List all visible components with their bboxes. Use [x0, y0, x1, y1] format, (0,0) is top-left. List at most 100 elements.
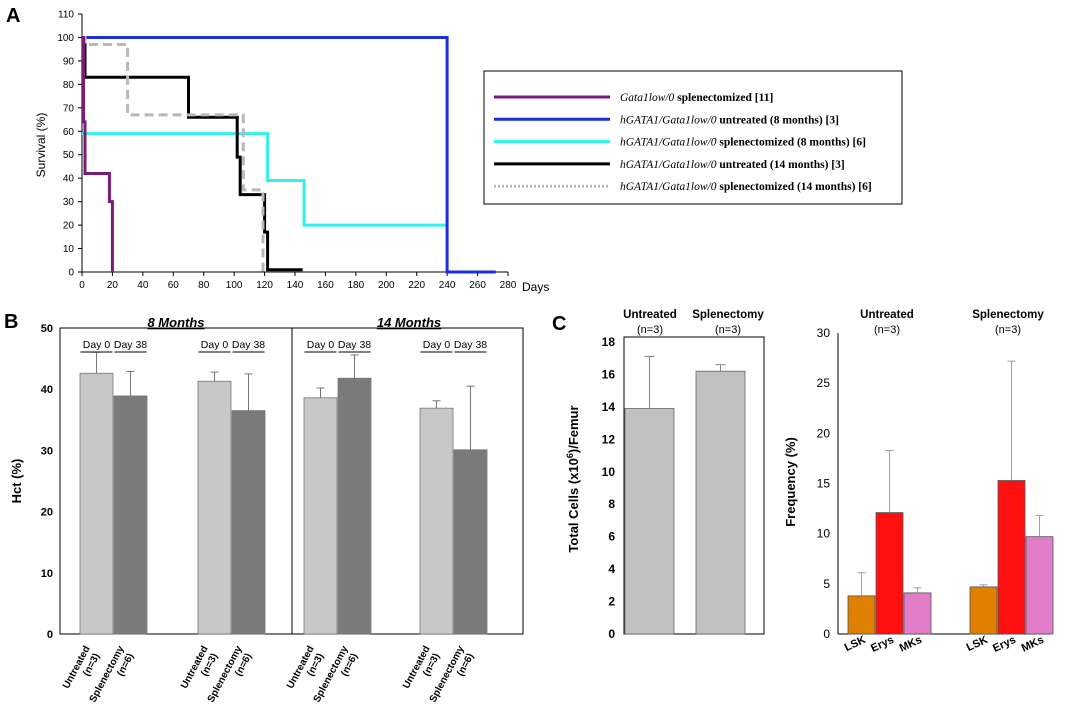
hct-y-tick-label: 20: [41, 507, 53, 519]
day-label: Day 0: [307, 339, 335, 351]
facet-title-14-months: 14 Months: [377, 315, 441, 330]
y-tick-label: 50: [63, 150, 75, 161]
survival-y-label: Survival (%): [34, 113, 48, 178]
total-cells-y-tick-label: 6: [608, 530, 615, 544]
legend-label-4: hGATA1/Gata1low/0 untreated (14 months) …: [620, 159, 845, 171]
x-tick-label: 140: [287, 280, 304, 291]
day-label: Day 38: [232, 339, 265, 351]
survival-series-line-1: [82, 36, 114, 272]
survival-x-label: Days: [522, 280, 549, 294]
legend-label-3: hGATA1/Gata1low/0 splenectomized (8 mont…: [620, 137, 866, 149]
y-tick-label: 80: [63, 80, 75, 91]
legend-label-5: hGATA1/Gata1low/0 splenectomized (14 mon…: [620, 181, 872, 193]
total-cells-y-tick-label: 2: [608, 595, 615, 609]
frequency-y-tick-label: 20: [817, 426, 831, 440]
total-cells-bar: [695, 370, 746, 635]
x-tick-label: 200: [378, 280, 395, 291]
total-cells-group-label: Splenectomy: [692, 309, 764, 321]
frequency-y-tick-label: 25: [817, 376, 831, 390]
frequency-y-tick-label: 5: [823, 577, 830, 591]
total-cells-y-tick-label: 14: [602, 400, 616, 414]
day-label: Day 0: [423, 339, 451, 351]
frequency-bar: [847, 595, 876, 635]
x-tick-label: 180: [348, 280, 365, 291]
legend-box: [483, 70, 903, 205]
legend-label-text: untreated (14 months) [3]: [716, 159, 844, 171]
x-tick-label: 280: [500, 280, 517, 291]
y-tick-label: 90: [63, 56, 75, 67]
frequency-category-label: LSK: [843, 634, 868, 654]
hct-y-tick-label: 40: [41, 384, 53, 396]
day-label: Day 38: [454, 339, 487, 351]
hct-y-label: Hct (%): [9, 459, 24, 504]
hct-bar: [231, 410, 266, 635]
x-tick-label: 0: [79, 280, 85, 291]
frequency-y-tick-label: 0: [823, 627, 830, 641]
hct-y-tick-label: 0: [47, 629, 53, 641]
facet-frame-14-months: [291, 327, 524, 635]
hct-y-tick-label: 10: [41, 568, 53, 580]
frequency-y-tick-label: 15: [817, 477, 831, 491]
panel-label-a: A: [6, 5, 20, 27]
y-tick-label: 60: [63, 127, 75, 138]
total-cells-y-tick-label: 16: [602, 367, 616, 381]
panel-label-c: C: [552, 313, 566, 335]
total-cells-group-n: (n=3): [715, 324, 741, 336]
y-tick-label: 0: [68, 268, 74, 279]
total-cells-chart: Total Cells (x106)/Femur 0 2 4 6 8 10 12 14 16 18…: [565, 309, 765, 641]
x-tick-label: 220: [408, 280, 425, 291]
frequency-category-label: Erys: [991, 634, 1018, 655]
legend-label-italic: hGATA1/Gata1low/0: [620, 159, 717, 171]
legend-label-text: splenectomized [11]: [674, 92, 773, 104]
legend-label-text: splenectomized (14 months) [6]: [716, 181, 871, 193]
total-cells-frame: [623, 336, 765, 635]
y-tick-label: 10: [63, 244, 75, 255]
hct-bar: [453, 449, 488, 635]
total-cells-y-label: Total Cells (x106)/Femur: [565, 405, 581, 552]
y-tick-label: 110: [58, 10, 74, 21]
hct-y-tick-label: 50: [41, 323, 53, 335]
legend-label-1: Gata1low/0 splenectomized [11]: [620, 92, 773, 104]
panel-label-b: B: [4, 311, 18, 333]
day-label: Day 38: [114, 339, 147, 351]
frequency-category-label: Erys: [869, 634, 896, 655]
total-cells-y-tick-label: 8: [608, 497, 615, 511]
legend-label-italic: hGATA1/Gata1low/0: [620, 181, 717, 193]
legend-label-text: splenectomized (8 months) [6]: [716, 137, 865, 149]
total-cells-group-n: (n=3): [637, 324, 663, 336]
day-label: Day 0: [83, 339, 111, 351]
hct-y-tick-label: 30: [41, 445, 53, 457]
frequency-group-label: Splenectomy: [972, 309, 1044, 321]
y-tick-label: 70: [63, 103, 75, 114]
frequency-bar: [903, 592, 932, 635]
frequency-bar: [1025, 536, 1054, 635]
frequency-y-tick-label: 10: [817, 527, 831, 541]
legend-label-2: hGATA1/Gata1low/0 untreated (8 months) […: [620, 114, 839, 126]
x-tick-label: 100: [226, 280, 243, 291]
x-tick-label: 80: [198, 280, 210, 291]
legend-label-italic: hGATA1/Gata1low/0: [620, 137, 717, 149]
frequency-group-label: Untreated: [860, 309, 914, 321]
x-tick-label: 120: [256, 280, 273, 291]
total-cells-y-tick-label: 10: [602, 465, 616, 479]
frequency-group-n: (n=3): [995, 324, 1021, 336]
y-tick-label: 100: [57, 33, 74, 44]
frequency-group-n: (n=3): [874, 324, 900, 336]
frequency-bar: [969, 586, 998, 635]
y-tick-label: 40: [63, 174, 75, 185]
total-cells-y-tick-label: 18: [602, 335, 616, 349]
total-cells-y-tick-label: 4: [608, 562, 615, 576]
frequency-y-tick-label: 30: [817, 326, 831, 340]
survival-series-line-2: [82, 36, 496, 274]
y-tick-label: 20: [63, 221, 75, 232]
x-tick-label: 20: [107, 280, 119, 291]
x-tick-label: 160: [317, 280, 334, 291]
frequency-bar: [997, 480, 1026, 635]
frequency-bar: [875, 512, 904, 635]
survival-legend: Gata1low/0 splenectomized [11] hGATA1/Gat…: [483, 70, 903, 205]
frequency-category-label: LSK: [965, 634, 990, 654]
y-tick-label: 30: [63, 197, 75, 208]
total-cells-y-tick-label: 0: [608, 627, 615, 641]
